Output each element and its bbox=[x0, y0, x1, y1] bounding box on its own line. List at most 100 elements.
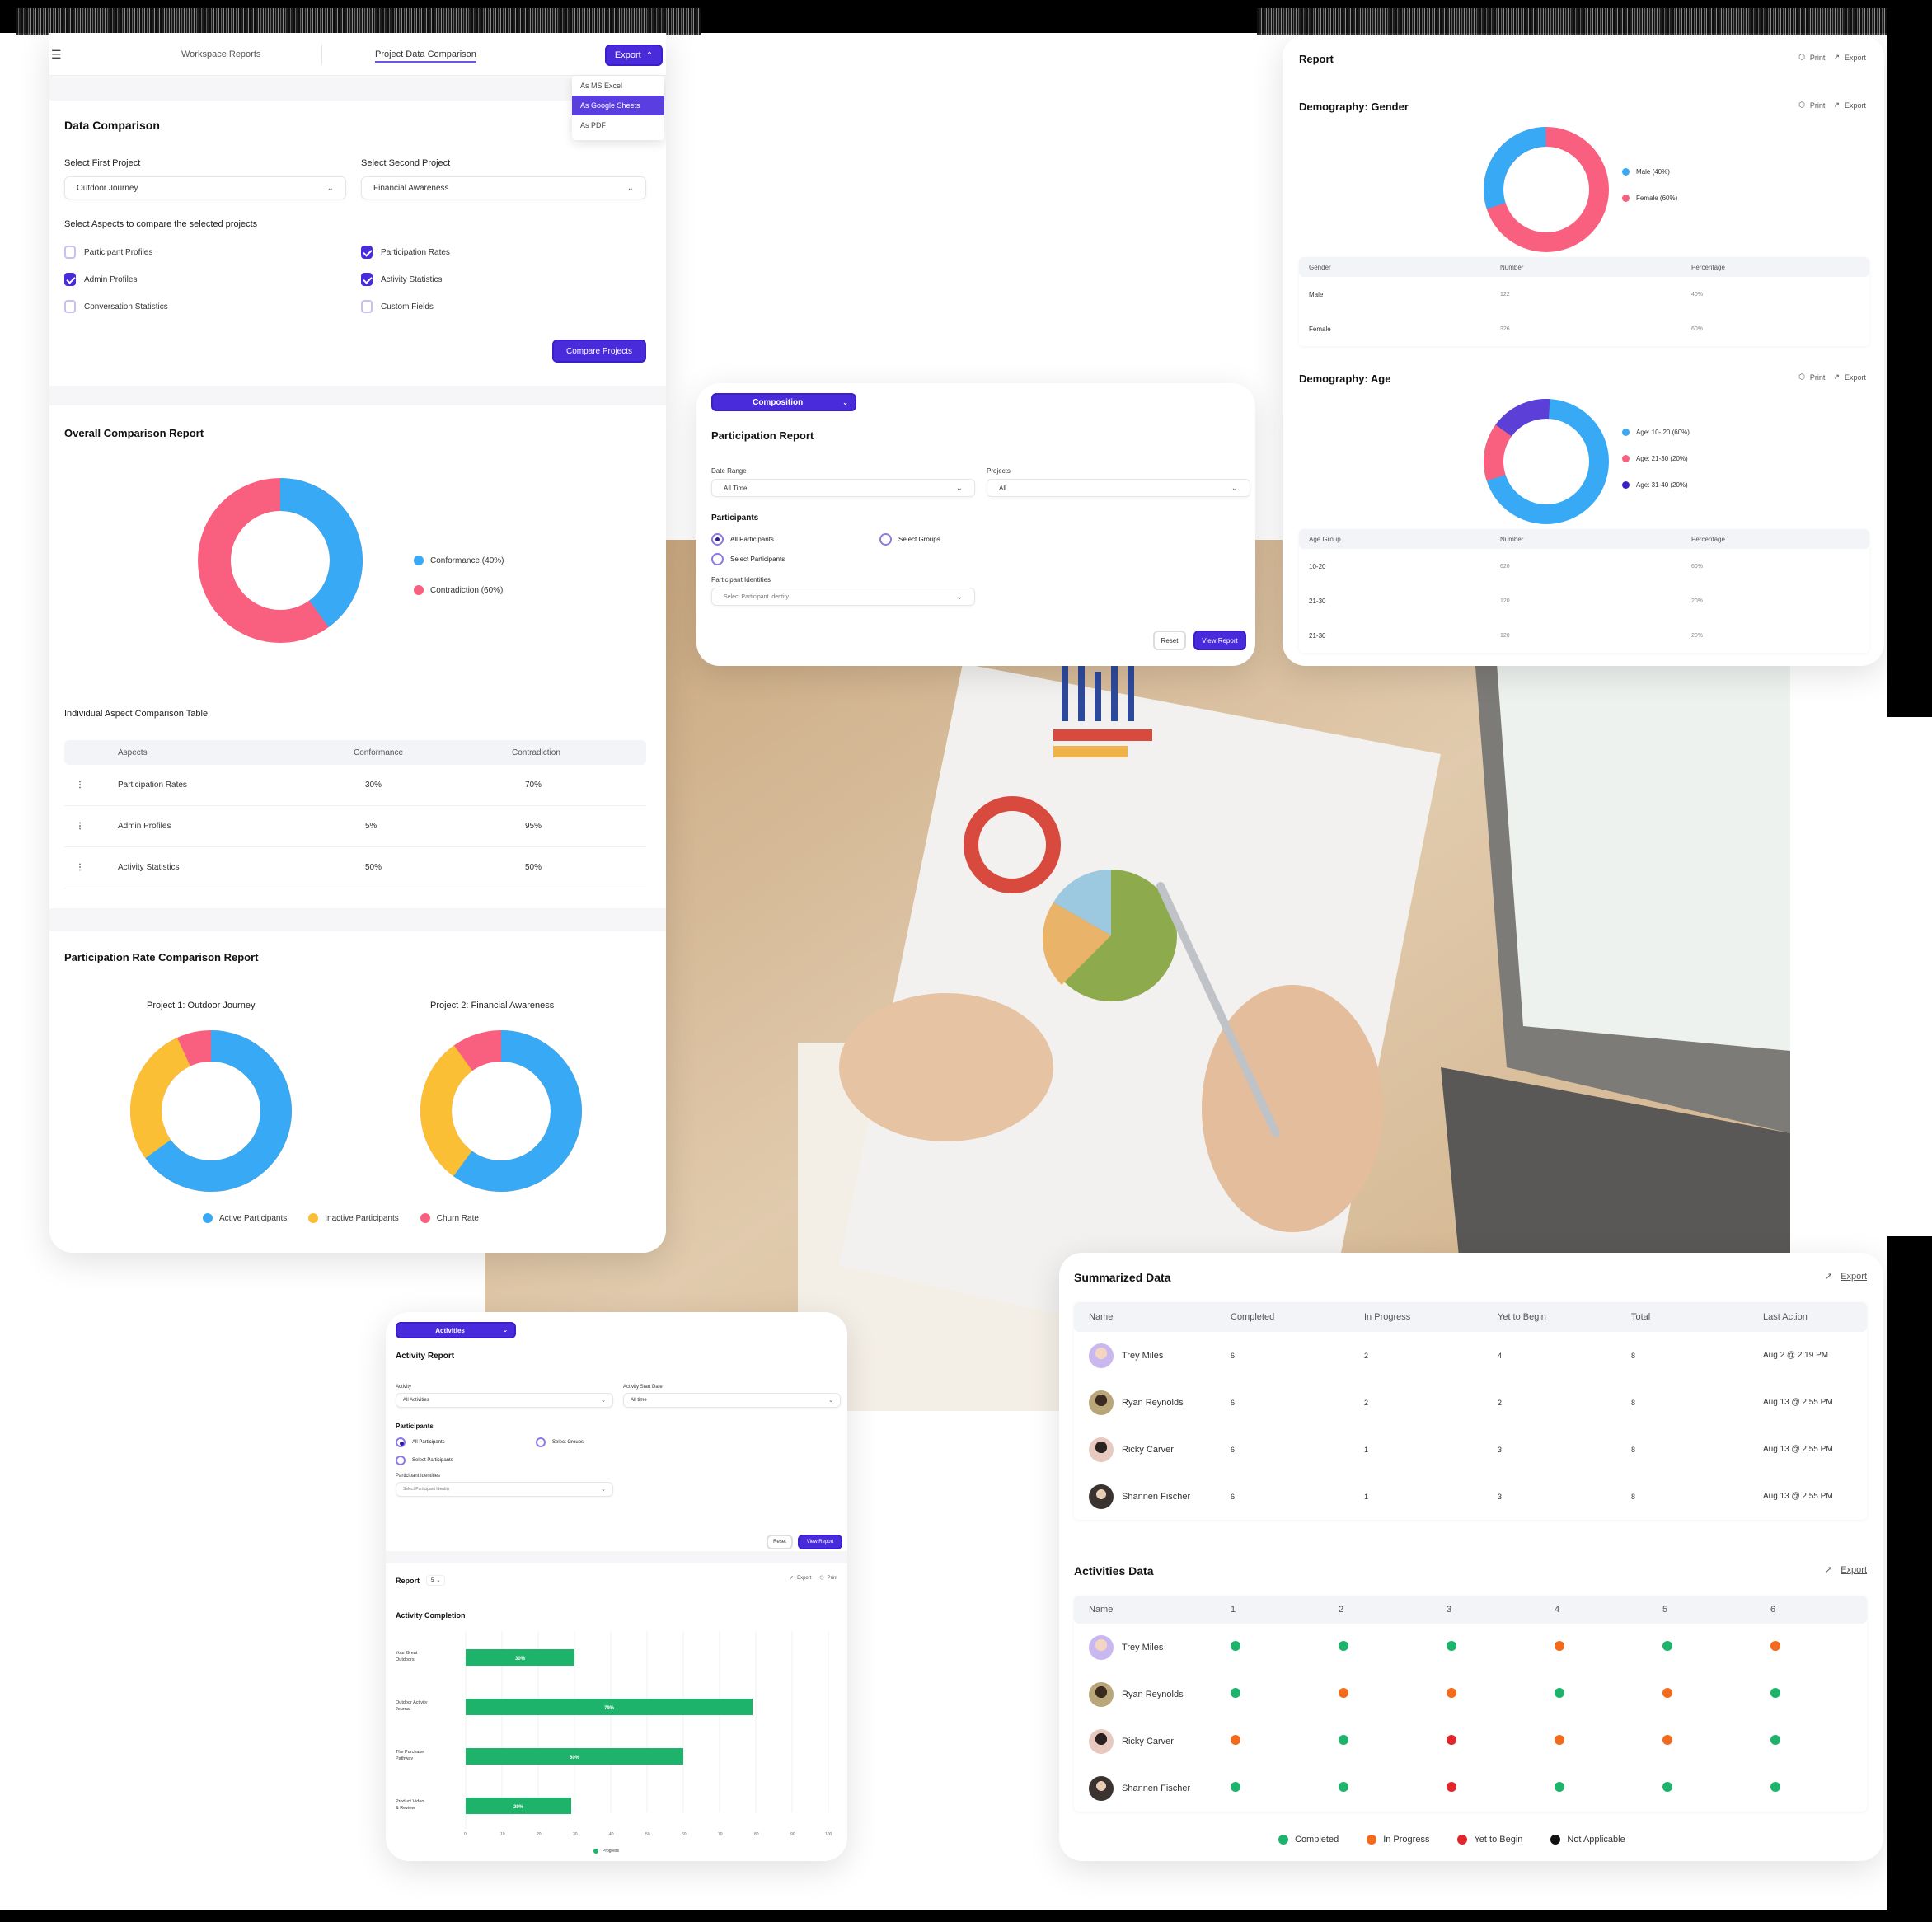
export-menu-item-pdf[interactable]: As PDF bbox=[580, 121, 607, 129]
percentage-cell: 40% bbox=[1691, 291, 1704, 298]
table-row: 10-20 620 60% bbox=[1299, 549, 1869, 584]
column-header: Percentage bbox=[1691, 263, 1725, 271]
radio-select-participants[interactable]: Select Participants bbox=[711, 553, 785, 565]
first-project-select[interactable]: Outdoor Journey ⌄ bbox=[64, 176, 346, 199]
legend-male: Male (40%) bbox=[1622, 168, 1670, 176]
export-button[interactable]: ↗ Export bbox=[1833, 373, 1866, 382]
status-cell bbox=[1662, 1641, 1770, 1653]
right-black-strip-lower bbox=[1887, 1236, 1932, 1922]
column-header: Aspects bbox=[118, 748, 148, 757]
composition-dropdown[interactable]: Composition ⌄ bbox=[711, 393, 856, 411]
export-button[interactable]: Export ⌃ bbox=[605, 45, 663, 66]
aspect-checkbox-admin-profiles[interactable]: Admin Profiles bbox=[64, 273, 137, 286]
activities-export-button[interactable]: ↗ Export bbox=[1825, 1564, 1867, 1576]
column-header: 3 bbox=[1447, 1605, 1452, 1615]
print-icon: ⬡ bbox=[1798, 373, 1805, 381]
overall-comparison-card: Overall Comparison Report Conformance (4… bbox=[49, 405, 666, 908]
status-cell bbox=[1231, 1688, 1339, 1700]
chevron-down-icon: ⌄ bbox=[436, 1578, 441, 1583]
radio-select-participants[interactable]: Select Participants bbox=[396, 1456, 453, 1465]
start-date-label: Activity Start Date bbox=[623, 1385, 663, 1390]
activity-report-card: Report 5 ⌄ ↗ Export ⬡ Print Activity Compl… bbox=[386, 1563, 847, 1861]
tab-workspace-reports[interactable]: Workspace Reports bbox=[181, 49, 261, 59]
print-label: Print bbox=[827, 1575, 837, 1581]
radio-select-groups[interactable]: Select Groups bbox=[536, 1437, 584, 1447]
activity-select[interactable]: All Activities ⌄ bbox=[396, 1393, 613, 1408]
kebab-menu-icon[interactable]: ⋮ bbox=[76, 822, 84, 831]
table-row: ⋮ Participation Rates 30% 70% bbox=[64, 765, 646, 806]
radio-all-participants[interactable]: All Participants bbox=[711, 533, 774, 546]
legend-label: Not Applicable bbox=[1567, 1835, 1625, 1845]
right-black-strip bbox=[1887, 0, 1932, 717]
svg-text:Outdoor Activity: Outdoor Activity bbox=[396, 1700, 428, 1705]
kebab-menu-icon[interactable]: ⋮ bbox=[76, 781, 84, 790]
export-button[interactable]: ↗ Export bbox=[1833, 101, 1866, 110]
legend-label: Churn Rate bbox=[436, 1213, 479, 1223]
export-button[interactable]: ↗ Export bbox=[1833, 53, 1866, 62]
export-icon: ↗ bbox=[1824, 1272, 1833, 1282]
age-group-cell: 21-30 bbox=[1309, 631, 1326, 640]
print-button[interactable]: ⬡ Print bbox=[1798, 53, 1825, 62]
activity-reset-button[interactable]: Reset bbox=[767, 1535, 793, 1549]
menu-icon[interactable]: ☰ bbox=[51, 48, 62, 61]
radio-all-participants[interactable]: All Participants bbox=[396, 1437, 445, 1447]
overall-comparison-title: Overall Comparison Report bbox=[64, 427, 204, 439]
second-project-select[interactable]: Financial Awareness ⌄ bbox=[361, 176, 646, 199]
date-range-select[interactable]: All Time ⌄ bbox=[711, 479, 975, 497]
identities-placeholder: Select Participant Identity bbox=[724, 593, 789, 600]
activities-dropdown[interactable]: Activities ⌄ bbox=[396, 1322, 516, 1338]
legend-dot bbox=[1550, 1835, 1561, 1845]
aspect-checkbox-participation-rates[interactable]: Participation Rates bbox=[361, 246, 450, 259]
aspect-checkbox-conversation-statistics[interactable]: Conversation Statistics bbox=[64, 300, 168, 313]
compare-projects-button[interactable]: Compare Projects bbox=[552, 340, 646, 363]
start-date-select[interactable]: All time ⌄ bbox=[623, 1393, 841, 1408]
status-completed-dot bbox=[1231, 1641, 1240, 1651]
project2-title: Project 2: Financial Awareness bbox=[430, 1001, 555, 1010]
date-range-label: Date Range bbox=[711, 467, 747, 475]
number-cell: 120 bbox=[1500, 598, 1510, 604]
svg-text:The Purchase: The Purchase bbox=[396, 1750, 424, 1755]
chevron-down-icon: ⌄ bbox=[1231, 483, 1238, 493]
name-label: Ricky Carver bbox=[1122, 1444, 1174, 1455]
kebab-menu-icon[interactable]: ⋮ bbox=[76, 863, 84, 872]
projects-select[interactable]: All ⌄ bbox=[987, 479, 1250, 497]
name-cell: Shannen Fischer bbox=[1089, 1484, 1231, 1509]
radio-select-groups[interactable]: Select Groups bbox=[879, 533, 940, 546]
top-left-noise bbox=[16, 8, 701, 35]
report-count-select[interactable]: 5 ⌄ bbox=[426, 1575, 446, 1586]
activity-row: Trey Miles bbox=[1074, 1624, 1867, 1671]
export-menu-item-excel[interactable]: As MS Excel bbox=[580, 82, 623, 90]
legend-label: Age: 10- 20 (60%) bbox=[1636, 429, 1690, 436]
legend-progress: Progress bbox=[593, 1849, 619, 1854]
tab-project-data-comparison[interactable]: Project Data Comparison bbox=[375, 49, 476, 63]
project1-donut-chart bbox=[130, 1030, 292, 1192]
export-menu-item-google-sheets[interactable]: As Google Sheets bbox=[572, 96, 664, 115]
print-button[interactable]: ⬡ Print bbox=[1798, 101, 1825, 110]
aspect-checkbox-custom-fields[interactable]: Custom Fields bbox=[361, 300, 434, 313]
chevron-down-icon: ⌄ bbox=[326, 183, 334, 193]
report-title: Report bbox=[1299, 53, 1334, 65]
print-button[interactable]: ⬡ Print bbox=[819, 1575, 837, 1582]
gender-donut-chart bbox=[1484, 127, 1609, 252]
table-row: Male 122 40% bbox=[1299, 277, 1869, 312]
activity-row: Shannen Fischer bbox=[1074, 1765, 1867, 1812]
activity-view-report-button[interactable]: View Report bbox=[798, 1535, 842, 1549]
legend-age-31-40: Age: 31-40 (20%) bbox=[1622, 481, 1688, 489]
identities-select[interactable]: Select Participant Identity ⌄ bbox=[711, 588, 975, 606]
export-label: Export bbox=[1841, 1271, 1867, 1282]
export-button[interactable]: ↗ Export bbox=[790, 1575, 811, 1582]
activity-identities-select[interactable]: Select Participant Identity ⌄ bbox=[396, 1482, 613, 1497]
reset-button[interactable]: Reset bbox=[1153, 631, 1186, 650]
summary-export-button[interactable]: ↗ Export bbox=[1825, 1271, 1867, 1282]
gender-cell: Female bbox=[1309, 325, 1331, 333]
column-header: 5 bbox=[1662, 1605, 1668, 1615]
column-header: Name bbox=[1089, 1605, 1114, 1615]
svg-text:Journal: Journal bbox=[396, 1707, 410, 1712]
aspect-checkbox-participant-profiles[interactable]: Participant Profiles bbox=[64, 246, 152, 259]
report-actions: ↗ Export ⬡ Print bbox=[790, 1575, 837, 1582]
print-button[interactable]: ⬡ Print bbox=[1798, 373, 1825, 382]
export-icon: ↗ bbox=[1833, 373, 1840, 381]
aspect-checkbox-activity-statistics[interactable]: Activity Statistics bbox=[361, 273, 442, 286]
view-report-button[interactable]: View Report bbox=[1193, 631, 1246, 650]
